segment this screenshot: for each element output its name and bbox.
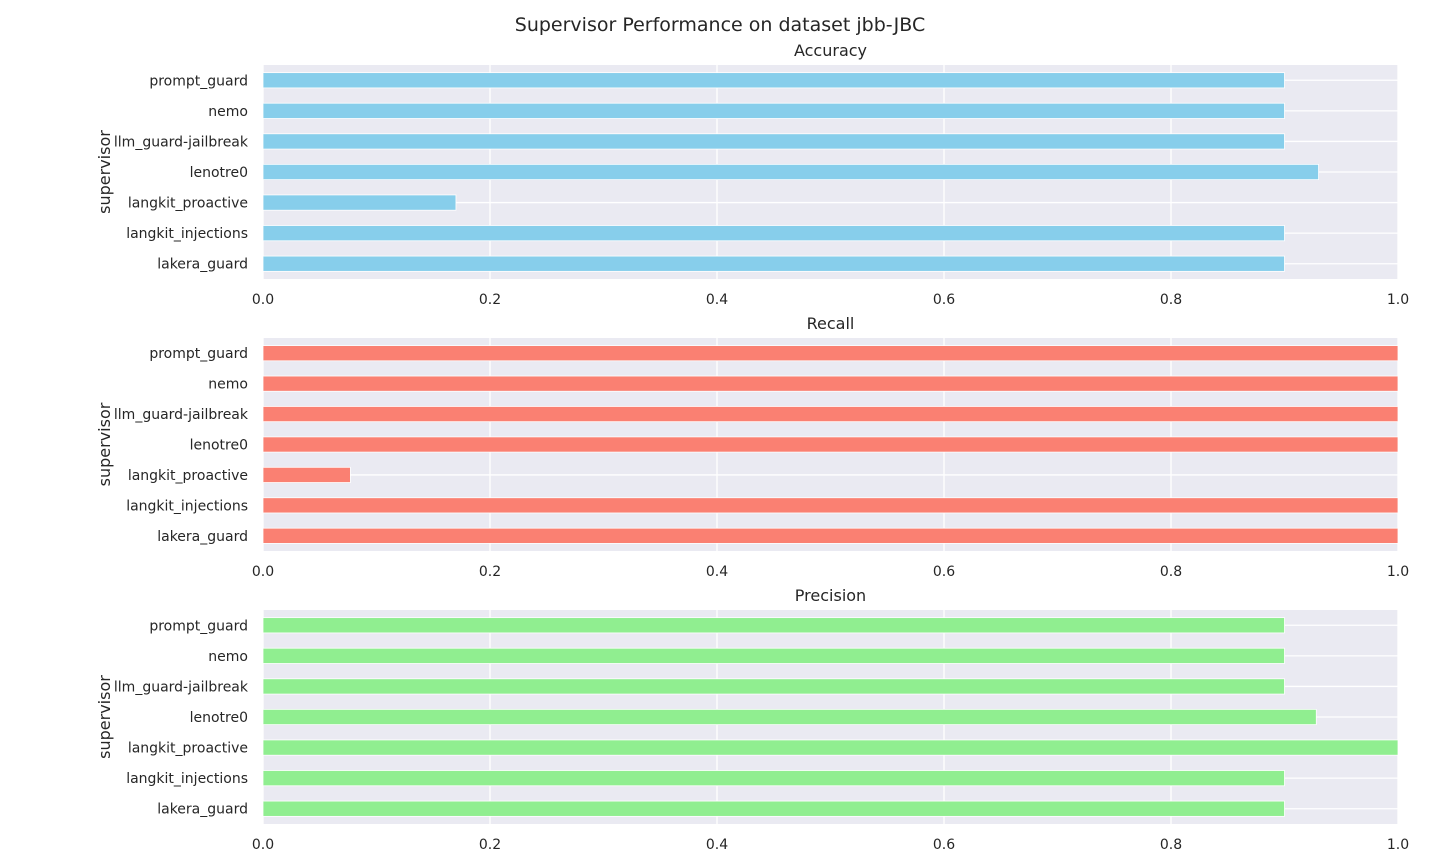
bar-langkit_proactive: [262, 739, 1399, 756]
bar-langkit_proactive: [262, 466, 351, 483]
category-label: nemo: [208, 104, 248, 120]
x-tick-label: 0.8: [1160, 837, 1182, 853]
x-tick-label: 0.6: [933, 564, 955, 580]
category-label: langkit_injections: [126, 498, 248, 514]
y-axis-label: supervisor: [95, 402, 114, 486]
bar-langkit_proactive: [262, 194, 457, 211]
bar-lakera_guard: [262, 527, 1399, 544]
category-label: prompt_guard: [149, 618, 248, 634]
x-tick-label: 0.0: [252, 292, 274, 308]
bar-prompt_guard: [262, 617, 1285, 634]
bar-langkit_injections: [262, 770, 1285, 787]
x-tick-label: 1.0: [1387, 564, 1409, 580]
x-tick-label: 0.6: [933, 292, 955, 308]
bar-lenotre0: [262, 708, 1317, 726]
category-label: lakera_guard: [157, 257, 248, 273]
x-tick-label: 0.2: [479, 292, 501, 308]
x-tick-label: 1.0: [1387, 292, 1409, 308]
category-label: langkit_injections: [126, 771, 248, 787]
category-label: llm_guard-jailbreak: [114, 679, 249, 695]
x-tick-label: 0.4: [706, 837, 728, 853]
category-label: langkit_proactive: [128, 196, 248, 212]
bar-langkit_injections: [262, 497, 1399, 514]
x-tick-label: 0.6: [933, 837, 955, 853]
bar-langkit_injections: [262, 225, 1285, 242]
x-tick-label: 0.0: [252, 564, 274, 580]
x-tick-label: 0.0: [252, 837, 274, 853]
x-tick-label: 0.2: [479, 837, 501, 853]
x-tick-label: 0.8: [1160, 564, 1182, 580]
bar-prompt_guard: [262, 72, 1285, 89]
x-tick-label: 0.4: [706, 292, 728, 308]
category-label: lenotre0: [190, 165, 248, 181]
bar-prompt_guard: [262, 345, 1399, 362]
bar-lakera_guard: [262, 255, 1285, 272]
category-label: llm_guard-jailbreak: [114, 407, 249, 423]
category-label: prompt_guard: [149, 346, 248, 362]
category-label: nemo: [208, 649, 248, 665]
figure-title: Supervisor Performance on dataset jbb-JB…: [515, 14, 925, 36]
bar-nemo: [262, 375, 1399, 392]
category-label: lenotre0: [190, 438, 248, 454]
category-label: lakera_guard: [157, 802, 248, 818]
bar-llm_guard-jailbreak: [262, 678, 1285, 695]
category-label: nemo: [208, 377, 248, 393]
bar-lakera_guard: [262, 800, 1285, 817]
y-axis-label: supervisor: [95, 130, 114, 214]
panel-title: Precision: [795, 586, 866, 605]
x-tick-label: 0.4: [706, 564, 728, 580]
x-tick-label: 1.0: [1387, 837, 1409, 853]
bar-llm_guard-jailbreak: [262, 133, 1285, 150]
category-label: langkit_proactive: [128, 741, 248, 757]
bar-llm_guard-jailbreak: [262, 406, 1399, 423]
bar-lenotre0: [262, 436, 1399, 453]
panel-title: Accuracy: [794, 41, 867, 60]
category-label: langkit_proactive: [128, 468, 248, 484]
x-tick-label: 0.2: [479, 564, 501, 580]
bar-nemo: [262, 102, 1285, 119]
category-label: prompt_guard: [149, 73, 248, 89]
y-axis-label: supervisor: [95, 675, 114, 759]
panel-title: Recall: [807, 314, 855, 333]
x-tick-label: 0.8: [1160, 292, 1182, 308]
category-label: llm_guard-jailbreak: [114, 134, 249, 150]
category-label: lakera_guard: [157, 529, 248, 545]
category-label: langkit_injections: [126, 226, 248, 242]
bar-lenotre0: [262, 163, 1319, 181]
category-label: lenotre0: [190, 710, 248, 726]
bar-nemo: [262, 647, 1285, 664]
